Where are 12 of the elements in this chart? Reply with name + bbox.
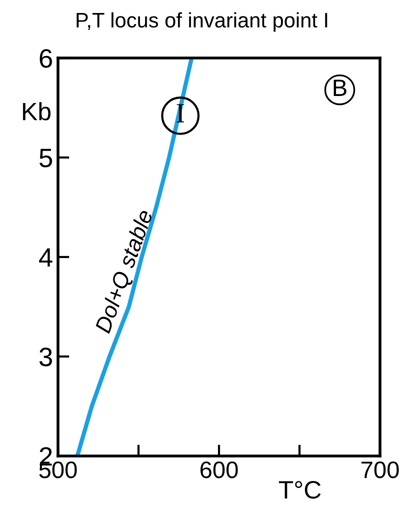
y-tick-label: 6	[40, 49, 52, 68]
line-series	[75, 58, 194, 456]
x-axis-title: T°C	[278, 481, 321, 499]
annotation: Dol+Q stable	[94, 208, 157, 336]
x-tick-label: 700	[362, 461, 399, 478]
y-tick-label: 5	[40, 148, 52, 168]
x-tick-label: 600	[200, 461, 238, 478]
chart-title: P,T locus of invariant point I	[76, 12, 328, 32]
y-axis-title: Kb	[23, 102, 51, 120]
y-tick-label: 3	[39, 348, 52, 366]
annotation: B	[334, 80, 346, 96]
y-tick-label: 4	[39, 248, 52, 267]
